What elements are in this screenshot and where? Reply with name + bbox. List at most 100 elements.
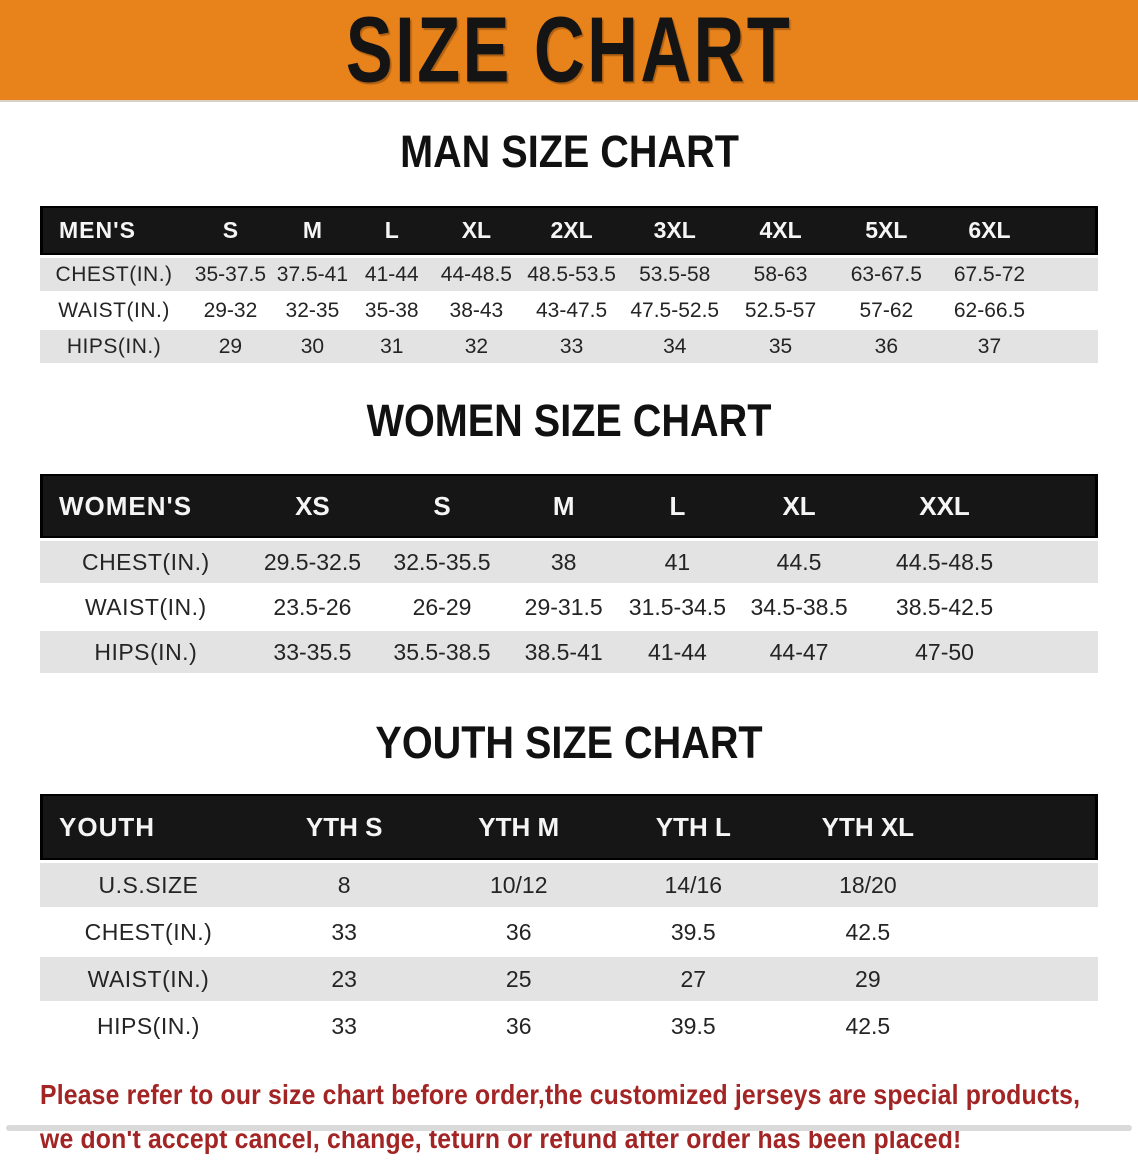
size-chart-banner: SIZE CHART bbox=[0, 0, 1138, 102]
size-value-cell: 27 bbox=[606, 957, 781, 1001]
size-value-cell: 14/16 bbox=[606, 863, 781, 907]
size-column-header: YTH XL bbox=[780, 794, 956, 860]
size-value-cell: 42.5 bbox=[845, 918, 891, 945]
size-value-cell: 35-37.5 bbox=[188, 258, 273, 291]
size-value-cell: 23.5-26 bbox=[273, 593, 352, 620]
youth-section-heading: YOUTH SIZE CHART bbox=[0, 720, 1138, 774]
women-size-table: WOMEN'S XS S M L XL XXL CHEST(IN.) 29.5-32.5 32.5… bbox=[40, 471, 1098, 676]
size-value-cell: 48.5-53.5 bbox=[521, 258, 622, 291]
size-value-cell: 62-66.5 bbox=[953, 298, 1026, 322]
men-corner-label: MEN'S bbox=[40, 206, 189, 255]
size-value-cell: 30 bbox=[272, 330, 353, 363]
size-value-cell: 33 bbox=[331, 1012, 357, 1039]
women-header-row: WOMEN'S XS S M L XL XXL bbox=[40, 474, 1098, 538]
size-column-header: L bbox=[352, 206, 432, 255]
youth-header-row: YOUTH YTH S YTH M YTH L YTH XL bbox=[40, 794, 1098, 860]
size-value-cell: 53.5-58 bbox=[621, 258, 728, 291]
size-value-cell: 58-63 bbox=[727, 258, 834, 291]
women-section: WOMEN SIZE CHART WOMEN'S XS S M L XL XXL CHEST(… bbox=[0, 398, 1138, 676]
row-spacer bbox=[1029, 586, 1098, 628]
size-column-header: YTH M bbox=[431, 794, 606, 860]
size-column-header: L bbox=[616, 474, 739, 538]
men-heading-text: MAN SIZE CHART bbox=[399, 126, 739, 177]
size-value-cell: 42.5 bbox=[845, 1012, 891, 1039]
row-label: CHEST(IN.) bbox=[84, 918, 213, 945]
size-column-header: XL bbox=[431, 206, 522, 255]
row-spacer bbox=[1039, 258, 1098, 291]
size-column-header: XXL bbox=[859, 474, 1030, 538]
women-heading-text: WOMEN SIZE CHART bbox=[366, 395, 772, 446]
size-value-cell: 34 bbox=[621, 330, 728, 363]
size-value-cell: 31.5-34.5 bbox=[628, 593, 726, 620]
size-value-cell: 44.5 bbox=[738, 541, 860, 583]
youth-corner-label: YOUTH bbox=[40, 794, 257, 860]
header-spacer bbox=[955, 794, 1098, 860]
measurement-row: WAIST(IN.) 23 25 27 29 bbox=[40, 957, 1098, 1001]
size-value-cell: 67.5-72 bbox=[939, 258, 1040, 291]
row-spacer bbox=[955, 957, 1098, 1001]
size-value-cell: 31 bbox=[352, 330, 432, 363]
measurement-row: CHEST(IN.) 33 36 39.5 42.5 bbox=[40, 910, 1098, 954]
size-column-header: YTH S bbox=[256, 794, 432, 860]
row-label: HIPS(IN.) bbox=[96, 1012, 200, 1039]
size-value-cell: 38.5-41 bbox=[510, 631, 617, 673]
size-value-cell: 57-62 bbox=[859, 298, 914, 322]
measurement-row: HIPS(IN.) 33-35.5 35.5-38.5 38.5-41 41-44 44-… bbox=[40, 631, 1098, 673]
size-value-cell: 38.5-42.5 bbox=[895, 593, 994, 620]
size-value-cell: 33 bbox=[331, 918, 357, 945]
size-value-cell: 35 bbox=[727, 330, 834, 363]
row-spacer bbox=[1039, 330, 1098, 363]
row-label: HIPS(IN.) bbox=[40, 330, 189, 363]
women-corner-label: WOMEN'S bbox=[40, 474, 252, 538]
row-label: HIPS(IN.) bbox=[40, 631, 252, 673]
size-value-cell: 29-32 bbox=[203, 298, 258, 322]
size-column-header: XL bbox=[738, 474, 860, 538]
size-column-header: XS bbox=[251, 474, 374, 538]
size-value-cell: 39.5 bbox=[670, 918, 716, 945]
size-value-cell: 8 bbox=[256, 863, 432, 907]
size-column-header: 5XL bbox=[833, 206, 940, 255]
size-value-cell: 43-47.5 bbox=[535, 298, 608, 322]
size-column-header: M bbox=[510, 474, 617, 538]
size-value-cell: 18/20 bbox=[780, 863, 956, 907]
size-value-cell: 38-43 bbox=[449, 298, 504, 322]
size-column-header: 6XL bbox=[939, 206, 1040, 255]
size-value-cell: 32 bbox=[431, 330, 522, 363]
size-value-cell: 44-47 bbox=[738, 631, 860, 673]
size-value-cell: 47-50 bbox=[859, 631, 1030, 673]
size-value-cell: 29-31.5 bbox=[524, 593, 603, 620]
measurement-row: WAIST(IN.) 29-32 32-35 35-38 38-43 43-47.5 47.… bbox=[40, 294, 1098, 327]
size-value-cell: 34.5-38.5 bbox=[750, 593, 848, 620]
size-value-cell: 32.5-35.5 bbox=[373, 541, 511, 583]
disclaimer-note: Please refer to our size chart before or… bbox=[40, 1073, 1080, 1161]
measurement-row: HIPS(IN.) 33 36 39.5 42.5 bbox=[40, 1004, 1098, 1048]
size-value-cell: 37 bbox=[939, 330, 1040, 363]
size-value-cell: 37.5-41 bbox=[272, 258, 353, 291]
men-section: MAN SIZE CHART MEN'S S M L XL 2XL 3XL 4XL 5XL 6XL… bbox=[0, 129, 1138, 366]
size-value-cell: 29.5-32.5 bbox=[251, 541, 374, 583]
row-spacer bbox=[1029, 541, 1098, 583]
measurement-row: HIPS(IN.) 29 30 31 32 33 34 35 36 37 bbox=[40, 330, 1098, 363]
row-spacer bbox=[1029, 631, 1098, 673]
row-label: CHEST(IN.) bbox=[40, 258, 189, 291]
row-label: CHEST(IN.) bbox=[40, 541, 252, 583]
size-value-cell: 33 bbox=[521, 330, 622, 363]
men-section-heading: MAN SIZE CHART bbox=[0, 129, 1138, 183]
size-value-cell: 39.5 bbox=[670, 1012, 716, 1039]
size-column-header: S bbox=[373, 474, 511, 538]
size-value-cell: 44-48.5 bbox=[431, 258, 522, 291]
youth-heading-text: YOUTH SIZE CHART bbox=[375, 717, 763, 768]
size-value-cell: 23 bbox=[256, 957, 432, 1001]
disclaimer-line-1: Please refer to our size chart before or… bbox=[40, 1079, 1081, 1110]
size-column-header: 2XL bbox=[521, 206, 622, 255]
size-column-header: S bbox=[188, 206, 273, 255]
youth-size-table: YOUTH YTH S YTH M YTH L YTH XL U.S.SIZE 8 10/12… bbox=[40, 791, 1098, 1051]
size-value-cell: 10/12 bbox=[431, 863, 606, 907]
row-label: U.S.SIZE bbox=[40, 863, 257, 907]
row-label: WAIST(IN.) bbox=[58, 298, 170, 322]
youth-section: YOUTH SIZE CHART YOUTH YTH S YTH M YTH L YTH… bbox=[0, 720, 1138, 1051]
size-value-cell: 44.5-48.5 bbox=[859, 541, 1030, 583]
size-value-cell: 33-35.5 bbox=[251, 631, 374, 673]
size-value-cell: 29 bbox=[188, 330, 273, 363]
row-spacer bbox=[955, 863, 1098, 907]
